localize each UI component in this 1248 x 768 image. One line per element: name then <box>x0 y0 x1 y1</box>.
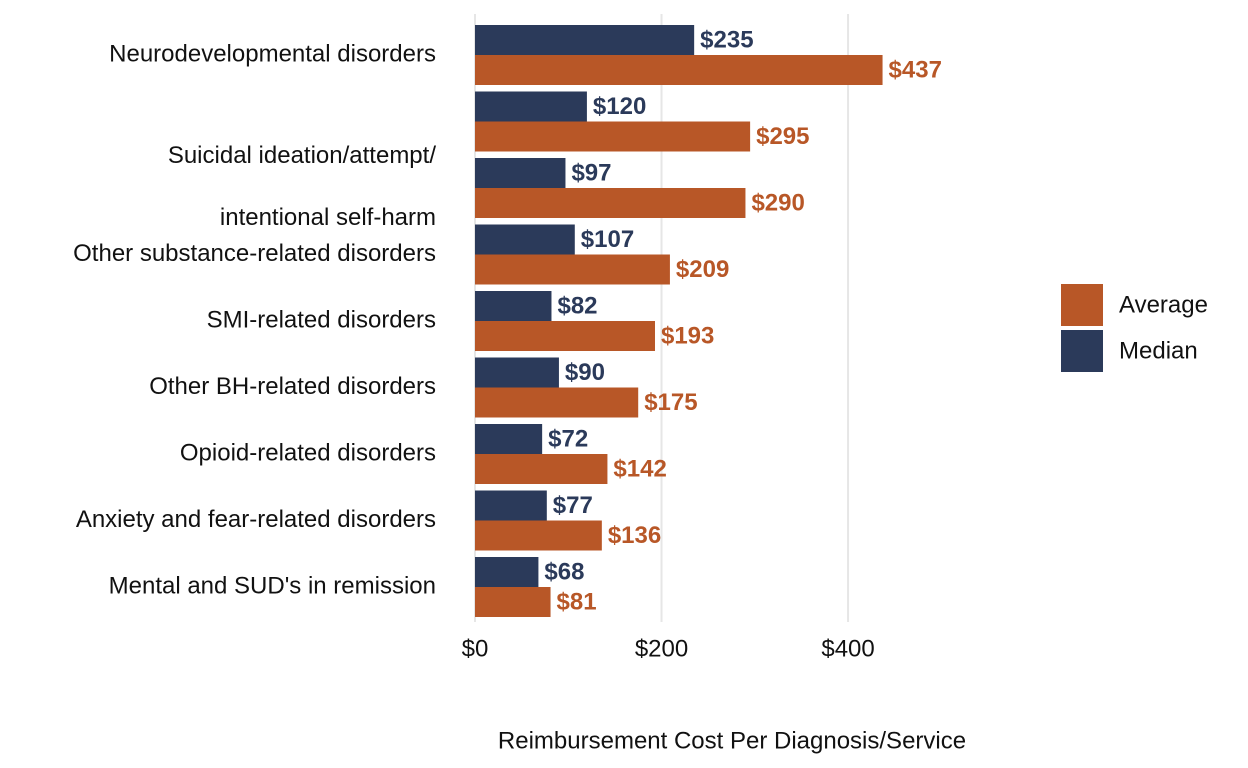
legend-label: Average <box>1119 291 1208 318</box>
bar <box>475 424 543 454</box>
bar <box>475 587 551 617</box>
legend-label: Median <box>1119 337 1198 364</box>
bar <box>475 321 655 351</box>
bar <box>475 357 559 388</box>
y-tick-label: Opioid-related disorders <box>180 439 436 466</box>
value-label: $136 <box>608 522 661 549</box>
legend-swatch <box>1061 284 1103 326</box>
bar <box>475 557 539 587</box>
bar <box>475 224 575 255</box>
bar <box>475 55 883 85</box>
bar <box>475 158 566 188</box>
bar <box>475 291 552 321</box>
value-label: $235 <box>700 26 753 53</box>
value-label: $107 <box>581 226 634 253</box>
label-line: Suicidal ideation/attempt/ <box>168 142 436 169</box>
y-tick-label: Other BH-related disorders <box>149 373 436 400</box>
value-label: $175 <box>644 389 697 416</box>
label-line: intentional self-harm <box>220 204 436 231</box>
value-label: $81 <box>557 588 597 615</box>
bar <box>475 254 670 285</box>
bar <box>475 520 602 551</box>
bar <box>475 91 587 122</box>
x-tick-label: $400 <box>821 635 874 662</box>
value-label: $437 <box>889 56 942 83</box>
x-axis-title: Reimbursement Cost Per Diagnosis/Service <box>498 727 966 754</box>
bar <box>475 188 746 218</box>
y-tick-label: Mental and SUD's in remission <box>109 572 436 599</box>
bar <box>475 387 639 418</box>
y-tick-label: Other substance-related disorders <box>73 240 436 267</box>
value-label: $290 <box>751 189 804 216</box>
y-tick-label: Neurodevelopmental disorders <box>109 40 436 67</box>
x-tick-label: $200 <box>635 635 688 662</box>
bar <box>475 490 547 521</box>
x-tick-label: $0 <box>462 635 489 662</box>
value-label: $90 <box>565 359 605 386</box>
value-label: $120 <box>593 93 646 120</box>
value-label: $295 <box>756 123 809 150</box>
y-tick-label: Suicidal ideation/attempt/intentional se… <box>168 142 436 231</box>
value-label: $82 <box>557 292 597 319</box>
value-label: $68 <box>544 558 584 585</box>
bar <box>475 25 695 55</box>
value-label: $193 <box>661 322 714 349</box>
value-label: $97 <box>571 159 611 186</box>
y-tick-label: SMI-related disorders <box>207 306 436 333</box>
value-label: $72 <box>548 425 588 452</box>
value-label: $77 <box>553 492 593 519</box>
value-label: $142 <box>613 455 666 482</box>
bar <box>475 121 751 152</box>
legend-swatch <box>1061 330 1103 372</box>
bar <box>475 454 608 484</box>
y-tick-label: Anxiety and fear-related disorders <box>76 506 436 533</box>
value-label: $209 <box>676 256 729 283</box>
